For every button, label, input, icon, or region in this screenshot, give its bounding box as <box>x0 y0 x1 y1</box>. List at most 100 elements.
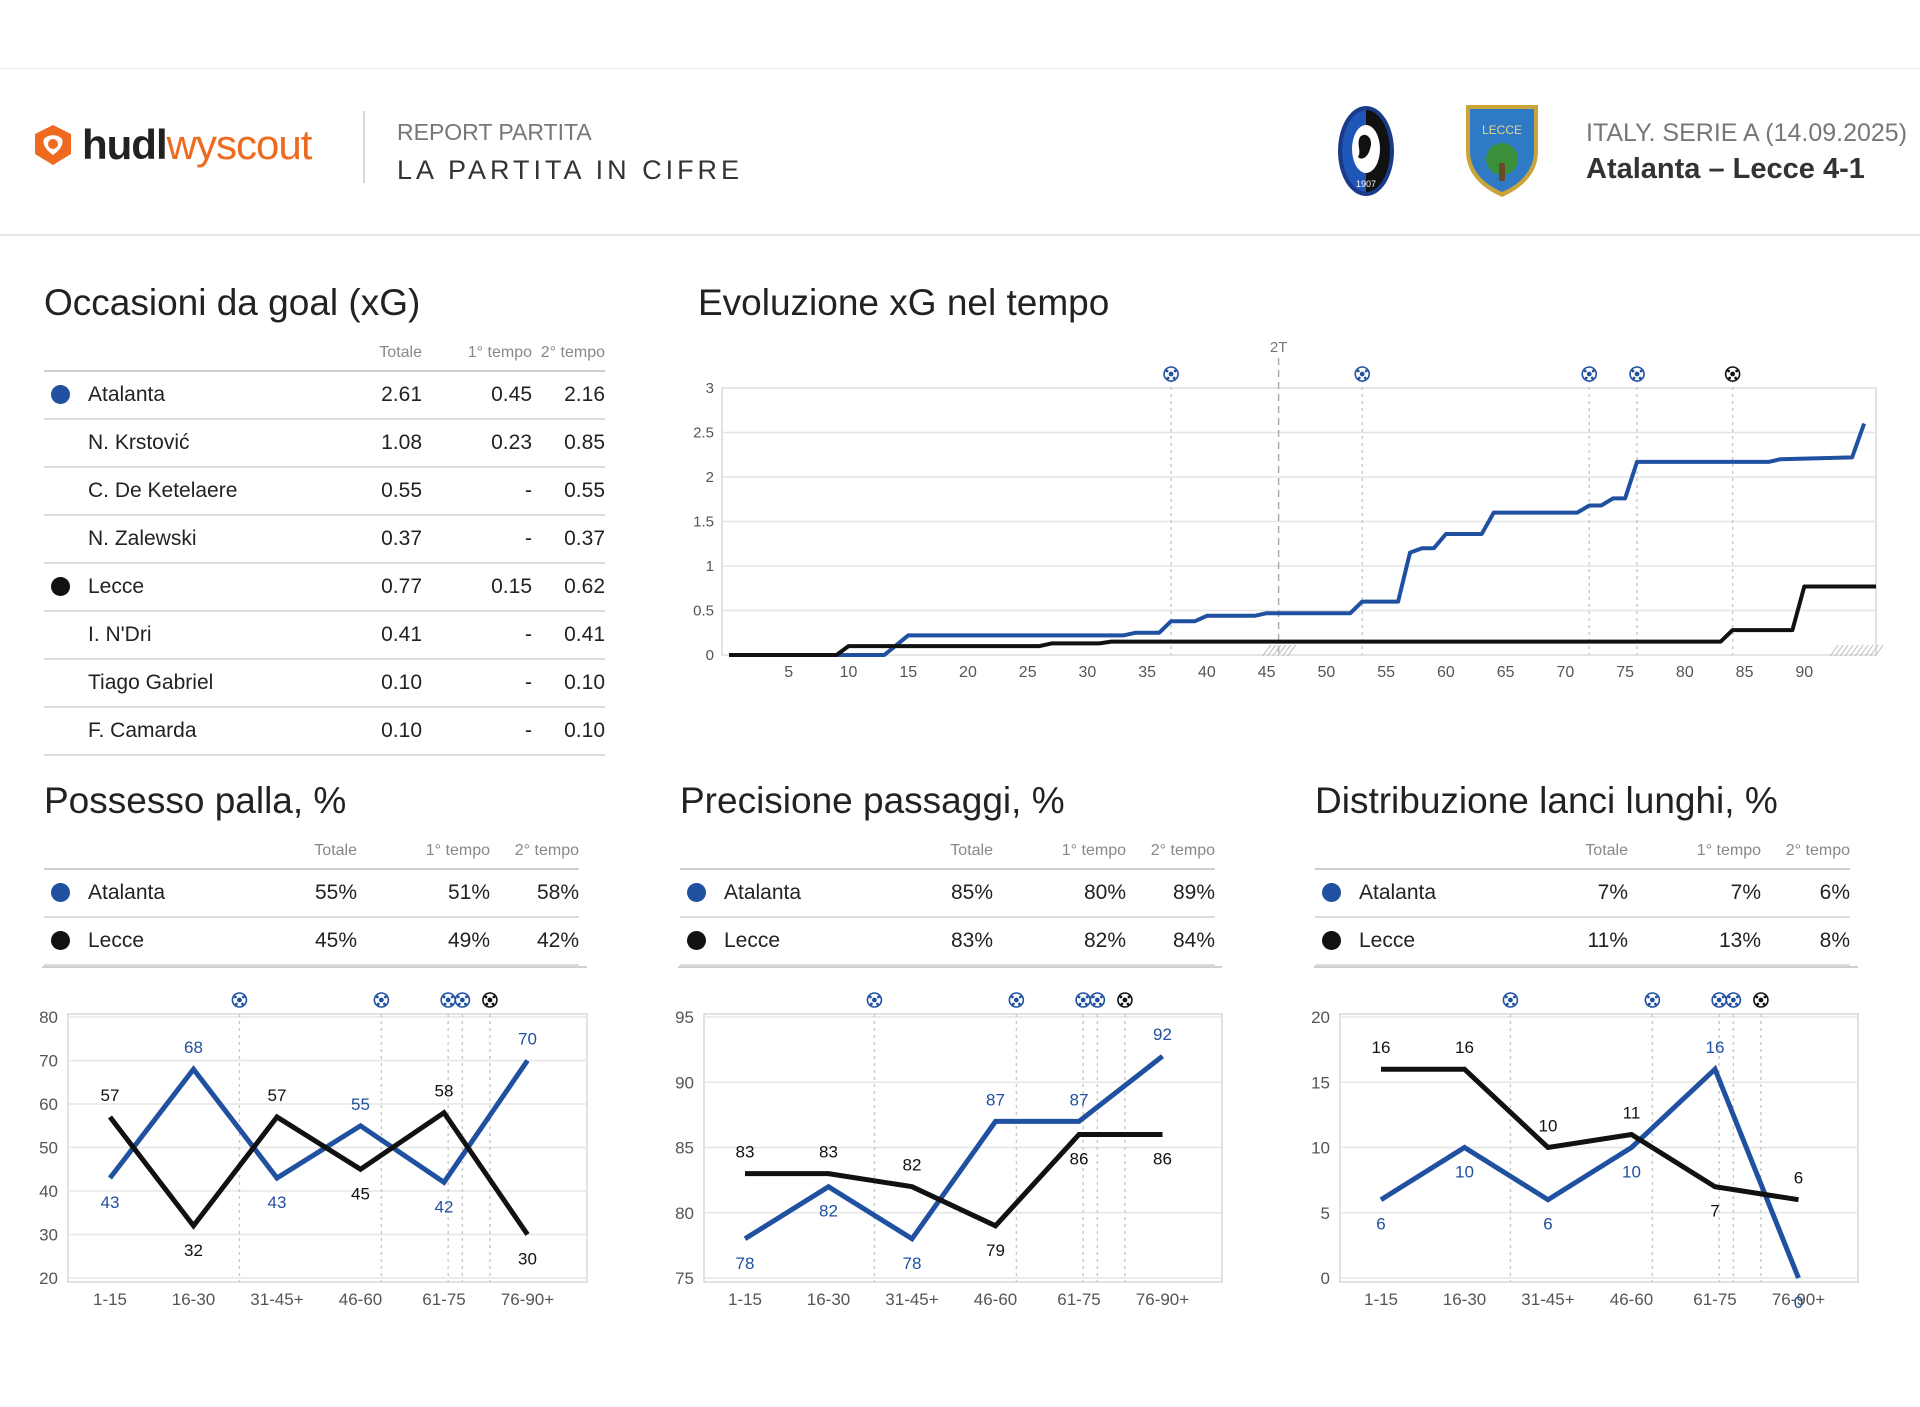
data-label-lecce: 6 <box>1794 1169 1803 1188</box>
xg-x-tick-label: 85 <box>1736 664 1754 681</box>
data-label-atalanta: 43 <box>101 1193 120 1212</box>
goal-ball-icon <box>454 992 471 1008</box>
row-name-cell: N. Krstović <box>44 419 272 468</box>
value-total: 85% <box>880 869 993 918</box>
data-label-atalanta: 6 <box>1543 1215 1552 1234</box>
x-category-label: 61-75 <box>422 1290 465 1309</box>
x-category-label: 46-60 <box>1610 1290 1653 1309</box>
row-name-cell: N. Zalewski <box>44 515 272 564</box>
value-h1: 0.15 <box>422 563 532 612</box>
value-total: 1.08 <box>272 419 422 468</box>
brand-logo[interactable]: hudl wyscout <box>30 121 313 169</box>
row-name-cell: Atalanta <box>44 371 272 420</box>
value-total: 83% <box>880 917 993 966</box>
data-label-atalanta: 68 <box>184 1038 203 1057</box>
value-total: 55% <box>244 869 357 918</box>
data-label-atalanta: 42 <box>435 1197 454 1216</box>
goal-ball-icon <box>1163 366 1179 382</box>
data-label-atalanta: 87 <box>986 1090 1005 1109</box>
lecce-legend-dot <box>1322 931 1341 950</box>
y-tick-label: 50 <box>39 1139 58 1158</box>
row-name-cell: Atalanta <box>44 869 244 918</box>
y-tick-label: 80 <box>675 1204 694 1223</box>
value-total: 0.37 <box>272 515 422 564</box>
value-total: 0.10 <box>272 659 422 708</box>
data-label-lecce: 32 <box>184 1241 203 1260</box>
value-total: 0.55 <box>272 467 422 516</box>
goal-ball-icon <box>231 992 248 1008</box>
data-label-atalanta: 0 <box>1794 1293 1803 1312</box>
added-time-hatch <box>1262 644 1297 657</box>
data-label-lecce: 79 <box>986 1241 1005 1260</box>
row-name: Lecce <box>724 929 781 952</box>
team-row-lecce: Lecce 45% 49% 42% <box>44 917 579 966</box>
hudl-logo-icon <box>35 125 71 165</box>
y-tick-label: 20 <box>39 1269 58 1288</box>
atalanta-legend-dot <box>687 883 706 902</box>
value-h2: 58% <box>490 869 579 918</box>
brand-name-hudl: hudl <box>82 121 168 168</box>
goal-ball-icon <box>1725 992 1742 1008</box>
value-h1: 51% <box>357 869 490 918</box>
x-category-label: 76-90+ <box>1136 1290 1189 1309</box>
xg-y-tick-label: 2.5 <box>693 425 714 442</box>
atalanta-legend-dot <box>51 385 70 404</box>
data-label-lecce: 83 <box>819 1143 838 1162</box>
passing-col-header-total: Totale <box>880 834 993 870</box>
x-category-label: 46-60 <box>339 1290 382 1309</box>
possession-col-header-h2: 2° tempo <box>490 834 579 870</box>
xg-y-tick-label: 1.5 <box>693 514 714 531</box>
row-name: Lecce <box>88 575 145 598</box>
x-category-label: 16-30 <box>1443 1290 1486 1309</box>
xg-x-tick-label: 65 <box>1497 664 1515 681</box>
data-label-lecce: 45 <box>351 1184 370 1203</box>
row-name-cell: Lecce <box>44 917 244 966</box>
row-name-cell: F. Camarda <box>44 707 272 756</box>
xg-table: Totale 1° tempo 2° tempo Atalanta 2.61 0.4… <box>44 336 605 756</box>
data-label-lecce: 82 <box>903 1156 922 1175</box>
value-h2: 89% <box>1126 869 1215 918</box>
x-category-label: 76-90+ <box>501 1290 554 1309</box>
y-tick-label: 0 <box>1321 1269 1330 1288</box>
data-label-lecce: 57 <box>101 1086 120 1105</box>
value-h1: 7% <box>1628 869 1761 918</box>
xg-x-tick-label: 80 <box>1676 664 1694 681</box>
goal-ball-icon <box>1644 992 1661 1008</box>
goal-ball-icon <box>373 992 390 1008</box>
player-row: N. Krstović 1.08 0.23 0.85 <box>44 419 605 468</box>
goal-ball-icon <box>1581 366 1598 382</box>
goal-ball-icon <box>482 992 498 1008</box>
xg-x-tick-label: 70 <box>1556 664 1574 681</box>
y-tick-label: 75 <box>675 1269 694 1288</box>
passing-col-header-blank <box>680 834 880 870</box>
row-name: Atalanta <box>724 881 802 904</box>
data-label-atalanta: 43 <box>268 1193 287 1212</box>
data-label-lecce: 83 <box>736 1143 755 1162</box>
xg-x-tick-label: 90 <box>1795 664 1813 681</box>
data-label-atalanta: 82 <box>819 1202 838 1221</box>
value-h2: 6% <box>1761 869 1850 918</box>
value-total: 7% <box>1515 869 1628 918</box>
team-row-lecce: Lecce 0.77 0.15 0.62 <box>44 563 605 612</box>
x-category-label: 61-75 <box>1693 1290 1736 1309</box>
row-name: Atalanta <box>88 383 166 406</box>
longballs-col-header-blank <box>1315 834 1515 870</box>
goal-ball-icon <box>1075 992 1091 1008</box>
value-h1: - <box>422 707 532 756</box>
longballs-table: Totale 1° tempo 2° tempo Atalanta 7% 7% 6% L… <box>1315 834 1850 966</box>
value-total: 45% <box>244 917 357 966</box>
series-line-lecce <box>108 1109 530 1236</box>
possession-period-chart: 20 30 40 50 60 70 80 1-15 16-30 31-45+ 46-60 61-75 7… <box>39 966 588 1309</box>
xg-col-header-h2: 2° tempo <box>532 336 605 372</box>
xg-x-tick-label: 50 <box>1317 664 1335 681</box>
data-label-lecce: 57 <box>268 1086 287 1105</box>
y-tick-label: 30 <box>39 1226 58 1245</box>
value-h1: 80% <box>993 869 1126 918</box>
team-row-lecce: Lecce 11% 13% 8% <box>1315 917 1850 966</box>
goal-ball-icon <box>1117 992 1133 1008</box>
brand-name-wyscout: wyscout <box>166 121 313 168</box>
xg-y-tick-label: 0 <box>706 647 714 664</box>
header-divider <box>363 111 365 183</box>
lecce-legend-dot <box>687 931 706 950</box>
data-label-lecce: 10 <box>1539 1117 1558 1136</box>
